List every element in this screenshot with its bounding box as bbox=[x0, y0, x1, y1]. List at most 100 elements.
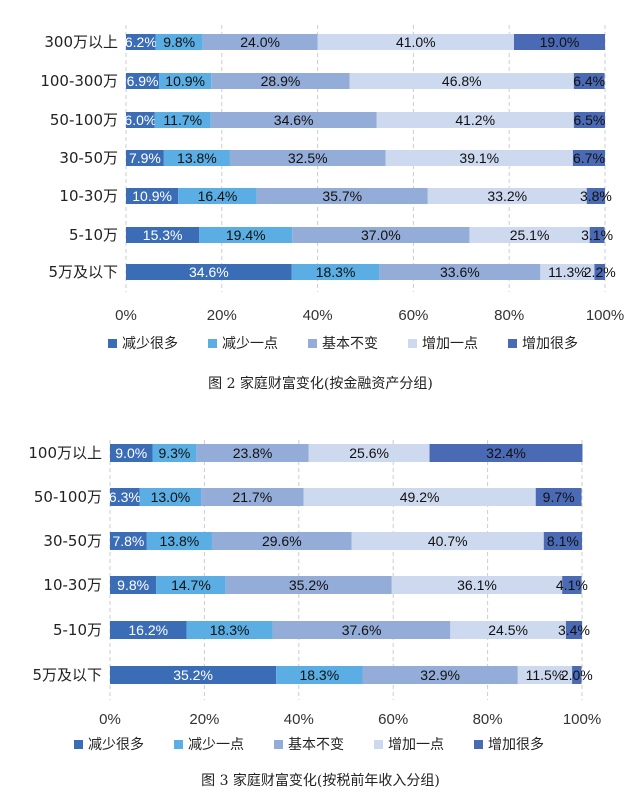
data-label: 13.8% bbox=[160, 533, 200, 549]
data-label: 18.3% bbox=[316, 264, 356, 280]
data-label: 8.1% bbox=[547, 533, 579, 549]
bar-segment-3 bbox=[196, 444, 309, 462]
bar-segment-1 bbox=[110, 576, 157, 594]
bar-segment-1 bbox=[126, 150, 164, 166]
data-label: 9.8% bbox=[163, 34, 195, 50]
bar-segment-5 bbox=[535, 488, 582, 506]
data-label: 28.9% bbox=[261, 73, 301, 89]
data-label: 33.2% bbox=[487, 188, 527, 204]
x-tick-label: 20% bbox=[189, 711, 219, 728]
bar-segment-5 bbox=[565, 621, 582, 639]
bar-segment-2 bbox=[199, 227, 293, 243]
x-tick-label: 40% bbox=[303, 307, 333, 324]
legend-swatch bbox=[408, 339, 417, 348]
data-label: 6.2% bbox=[125, 34, 157, 50]
data-label: 6.5% bbox=[573, 112, 605, 128]
bar-segment-2 bbox=[163, 150, 230, 166]
data-label: 7.8% bbox=[112, 533, 144, 549]
bar-segment-4 bbox=[427, 188, 587, 204]
data-label: 9.3% bbox=[158, 445, 190, 461]
data-label: 49.2% bbox=[400, 489, 440, 505]
bar-segment-5 bbox=[429, 444, 583, 462]
data-label: 37.0% bbox=[361, 227, 401, 243]
data-label: 23.8% bbox=[233, 445, 273, 461]
legend-label: 减少一点 bbox=[222, 336, 278, 352]
data-label: 32.5% bbox=[288, 150, 328, 166]
data-label: 16.2% bbox=[128, 622, 168, 638]
legend-label: 减少很多 bbox=[88, 736, 144, 753]
bar-segment-4 bbox=[540, 264, 595, 280]
data-label: 14.7% bbox=[171, 577, 211, 593]
data-label: 16.4% bbox=[198, 188, 238, 204]
x-tick-label: 0% bbox=[99, 711, 121, 728]
data-label: 2.0% bbox=[561, 667, 593, 683]
bar-segment-4 bbox=[469, 227, 590, 243]
bar-segment-5 bbox=[573, 73, 605, 89]
data-label: 18.3% bbox=[210, 622, 250, 638]
bar-segment-2 bbox=[186, 621, 273, 639]
bar-segment-5 bbox=[586, 188, 605, 204]
bar-segment-3 bbox=[229, 150, 386, 166]
data-label: 6.4% bbox=[573, 73, 605, 89]
category-label: 30-50万 bbox=[59, 149, 118, 167]
bar-segment-1 bbox=[126, 227, 200, 243]
legend-label: 增加很多 bbox=[522, 335, 578, 352]
bar-segment-5 bbox=[513, 34, 605, 50]
legend-swatch bbox=[474, 740, 483, 749]
data-label: 19.4% bbox=[226, 227, 266, 243]
bar-segment-2 bbox=[159, 73, 212, 89]
data-label: 10.9% bbox=[165, 73, 205, 89]
category-label: 100万以上 bbox=[28, 444, 102, 462]
x-tick-label: 80% bbox=[494, 307, 524, 324]
data-label: 2.2% bbox=[584, 264, 616, 280]
category-label: 50-100万 bbox=[50, 111, 118, 129]
bar-segment-2 bbox=[154, 112, 211, 128]
category-label: 50-100万 bbox=[34, 488, 102, 506]
bar-segment-3 bbox=[256, 188, 428, 204]
data-label: 9.7% bbox=[543, 489, 575, 505]
data-label: 21.7% bbox=[232, 489, 272, 505]
data-label: 32.4% bbox=[486, 445, 526, 461]
legend-swatch bbox=[208, 339, 217, 348]
legend-swatch bbox=[74, 740, 83, 749]
bar-segment-1 bbox=[126, 34, 156, 50]
legend-label: 基本不变 bbox=[322, 335, 378, 352]
data-label: 6.0% bbox=[124, 112, 156, 128]
bar-segment-1 bbox=[126, 73, 160, 89]
data-label: 19.0% bbox=[540, 34, 580, 50]
data-label: 41.2% bbox=[455, 112, 495, 128]
bar-segment-2 bbox=[178, 188, 257, 204]
data-label: 10.9% bbox=[132, 188, 172, 204]
data-label: 46.8% bbox=[442, 73, 482, 89]
bar-segment-1 bbox=[110, 532, 147, 550]
bar-segment-4 bbox=[303, 488, 536, 506]
x-tick-label: 80% bbox=[473, 711, 503, 728]
data-label: 9.8% bbox=[117, 577, 149, 593]
x-tick-label: 40% bbox=[284, 711, 314, 728]
bar-segment-3 bbox=[225, 576, 392, 594]
bar-segment-3 bbox=[201, 488, 304, 506]
data-label: 32.9% bbox=[420, 667, 460, 683]
legend-swatch bbox=[174, 740, 183, 749]
bar-segment-4 bbox=[349, 73, 574, 89]
data-label: 36.1% bbox=[457, 577, 497, 593]
data-label: 13.0% bbox=[151, 489, 191, 505]
x-tick-label: 0% bbox=[115, 307, 137, 324]
data-label: 11.5% bbox=[526, 667, 565, 683]
data-label: 34.6% bbox=[189, 264, 229, 280]
legend-swatch bbox=[274, 740, 283, 749]
data-label: 35.2% bbox=[289, 577, 329, 593]
legend-swatch bbox=[508, 339, 517, 348]
bar-segment-4 bbox=[385, 150, 573, 166]
bar-segment-4 bbox=[450, 621, 566, 639]
bar-segment-2 bbox=[146, 532, 212, 550]
data-label: 6.3% bbox=[109, 489, 141, 505]
bar-segment-1 bbox=[110, 621, 187, 639]
bar-segment-3 bbox=[292, 227, 470, 243]
data-label: 29.6% bbox=[262, 533, 302, 549]
data-label: 9.0% bbox=[115, 445, 147, 461]
category-label: 10-30万 bbox=[43, 576, 102, 594]
bar-segment-4 bbox=[317, 34, 514, 50]
data-label: 41.0% bbox=[396, 34, 436, 50]
bar-segment-3 bbox=[211, 532, 352, 550]
